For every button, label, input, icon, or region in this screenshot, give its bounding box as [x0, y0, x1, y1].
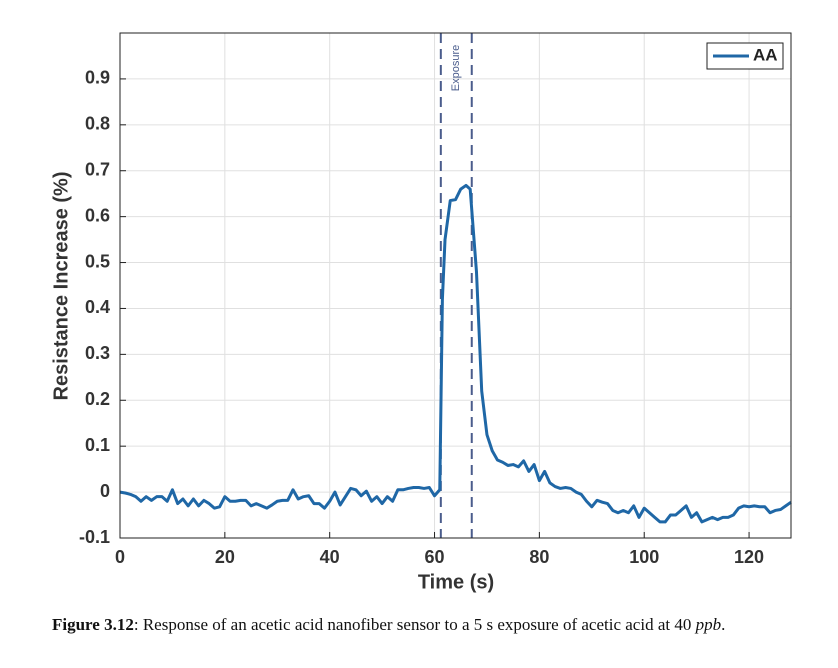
caption-unit: ppb	[695, 615, 722, 634]
data-line	[119, 183, 792, 524]
y-tick-label: -0.1	[79, 527, 110, 547]
y-tick-label: 0.4	[85, 297, 110, 317]
y-tick-label: 0.8	[85, 114, 110, 134]
caption-label: Figure 3.12	[52, 615, 134, 634]
x-tick-label: 80	[529, 547, 549, 567]
legend-label: AA	[753, 45, 778, 64]
x-tick-label: 0	[115, 547, 125, 567]
y-tick-label: 0.9	[85, 68, 110, 88]
x-tick-label: 20	[215, 547, 235, 567]
x-tick-label: 100	[629, 547, 659, 567]
y-tick-label: 0.6	[85, 205, 110, 225]
y-axis-label: Resistance Increase (%)	[50, 171, 72, 400]
y-tick-label: 0	[100, 481, 110, 501]
caption: Figure 3.12: Response of an acetic acid …	[52, 612, 802, 637]
plot-frame	[119, 32, 792, 539]
annotation: Exposure	[450, 45, 462, 91]
x-tick-label: 60	[425, 547, 445, 567]
caption-end: .	[721, 615, 726, 634]
y-tick-label: 0.7	[85, 159, 110, 179]
caption-text: : Response of an acetic acid nanofiber s…	[133, 615, 696, 634]
y-tick-label: 0.5	[85, 251, 110, 271]
chart: Time (s) Resistance Increase (%) -0.100.…	[50, 32, 792, 593]
x-tick-label: 120	[734, 547, 764, 567]
y-tick-label: 0.3	[85, 343, 110, 363]
y-tick-label: 0.1	[85, 435, 110, 455]
y-tick-label: 0.2	[85, 389, 110, 409]
plot-area	[120, 33, 791, 538]
x-tick-label: 40	[320, 547, 340, 567]
x-axis-label: Time (s)	[418, 571, 494, 593]
